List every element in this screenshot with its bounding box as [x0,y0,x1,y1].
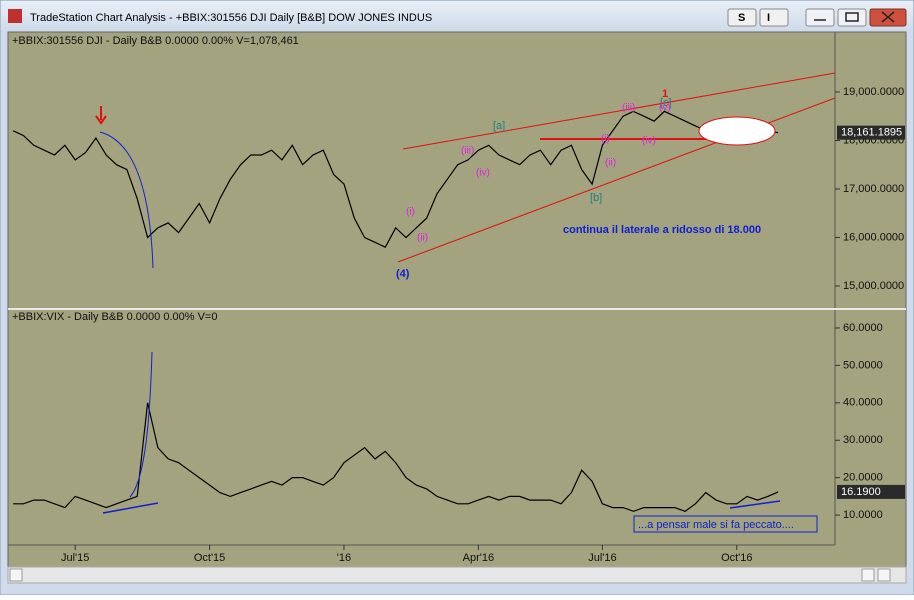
last-value-box [837,484,905,499]
y-tick-label: 50.0000 [843,359,883,371]
wave-label: (ii) [417,233,428,244]
y-tick-label: 40.0000 [843,397,883,409]
y-tick-label: 20.0000 [843,472,883,484]
wave-label: [b] [590,192,602,204]
wave-label: [c] [660,97,672,109]
wave-label: (iii) [461,146,474,157]
x-tick-label: Oct'15 [194,552,225,564]
x-tick-label: Oct'16 [721,552,752,564]
s-button[interactable] [727,8,757,27]
maximize-button[interactable] [837,8,867,27]
minimize-button[interactable] [805,8,835,27]
y-tick-label: 60.0000 [843,322,883,334]
upper-pane-header: +BBIX:301556 DJI - Daily B&B 0.0000 0.00… [12,35,299,47]
wave-label: (iv) [642,136,656,147]
y-tick-label: 10.0000 [843,509,883,521]
y-tick-label: 30.0000 [843,434,883,446]
wave-label: [a] [493,120,505,132]
x-tick-label: '16 [337,552,351,564]
wave-label: (iv) [476,168,490,179]
wave-label: (v) [659,103,671,114]
scroll-zoom-out[interactable] [861,568,875,582]
scroll-left[interactable] [9,568,23,582]
y-tick-label: 17,000.0000 [843,183,904,195]
chart-area [7,31,907,568]
last-value-label: 18,161.1895 [841,127,902,139]
y-tick-label: 15,000.0000 [843,280,904,292]
x-tick-label: Jul'15 [61,552,89,564]
i-button[interactable] [759,8,789,27]
lower-pane-header: +BBIX:VIX - Daily B&B 0.0000 0.00% V=0 [12,311,217,323]
support-line [729,500,781,509]
wave-label: (iii) [622,103,635,114]
wave-label: (4) [396,268,410,280]
y-tick-label: 19,000.0000 [843,86,904,98]
y-tick-label: 16,000.0000 [843,231,904,243]
scroll-zoom-in[interactable] [877,568,891,582]
wave-label: (ii) [605,158,616,169]
x-tick-label: Apr'16 [463,552,494,564]
price-line [12,110,779,248]
last-value-box [837,125,905,140]
comment: ...a pensar male si fa peccato.... [638,519,794,531]
x-tick-label: Jul'16 [588,552,616,564]
support-line [102,502,159,514]
trend-line [402,72,836,150]
wave-label: (i) [406,207,415,218]
window-button-icons [814,11,895,23]
window-title: TradeStation Chart Analysis - +BBIX:3015… [30,12,432,24]
app-icon [8,9,22,23]
scrollbar[interactable] [7,566,907,584]
spike-curve [129,351,153,498]
wave-label: (i) [601,134,610,145]
i-button-label: I [767,12,770,24]
range-ellipse [698,116,776,146]
comment-box [633,515,818,533]
last-value-label: 16.1900 [841,486,881,498]
blue-curve [99,131,154,269]
s-button-label: S [738,12,745,24]
price-line [13,402,779,512]
wave-label: 1 [662,88,668,100]
comment: continua il laterale a ridosso di 18.000 [563,224,761,236]
red-arrow [95,106,107,125]
annotations-layer [95,72,836,514]
